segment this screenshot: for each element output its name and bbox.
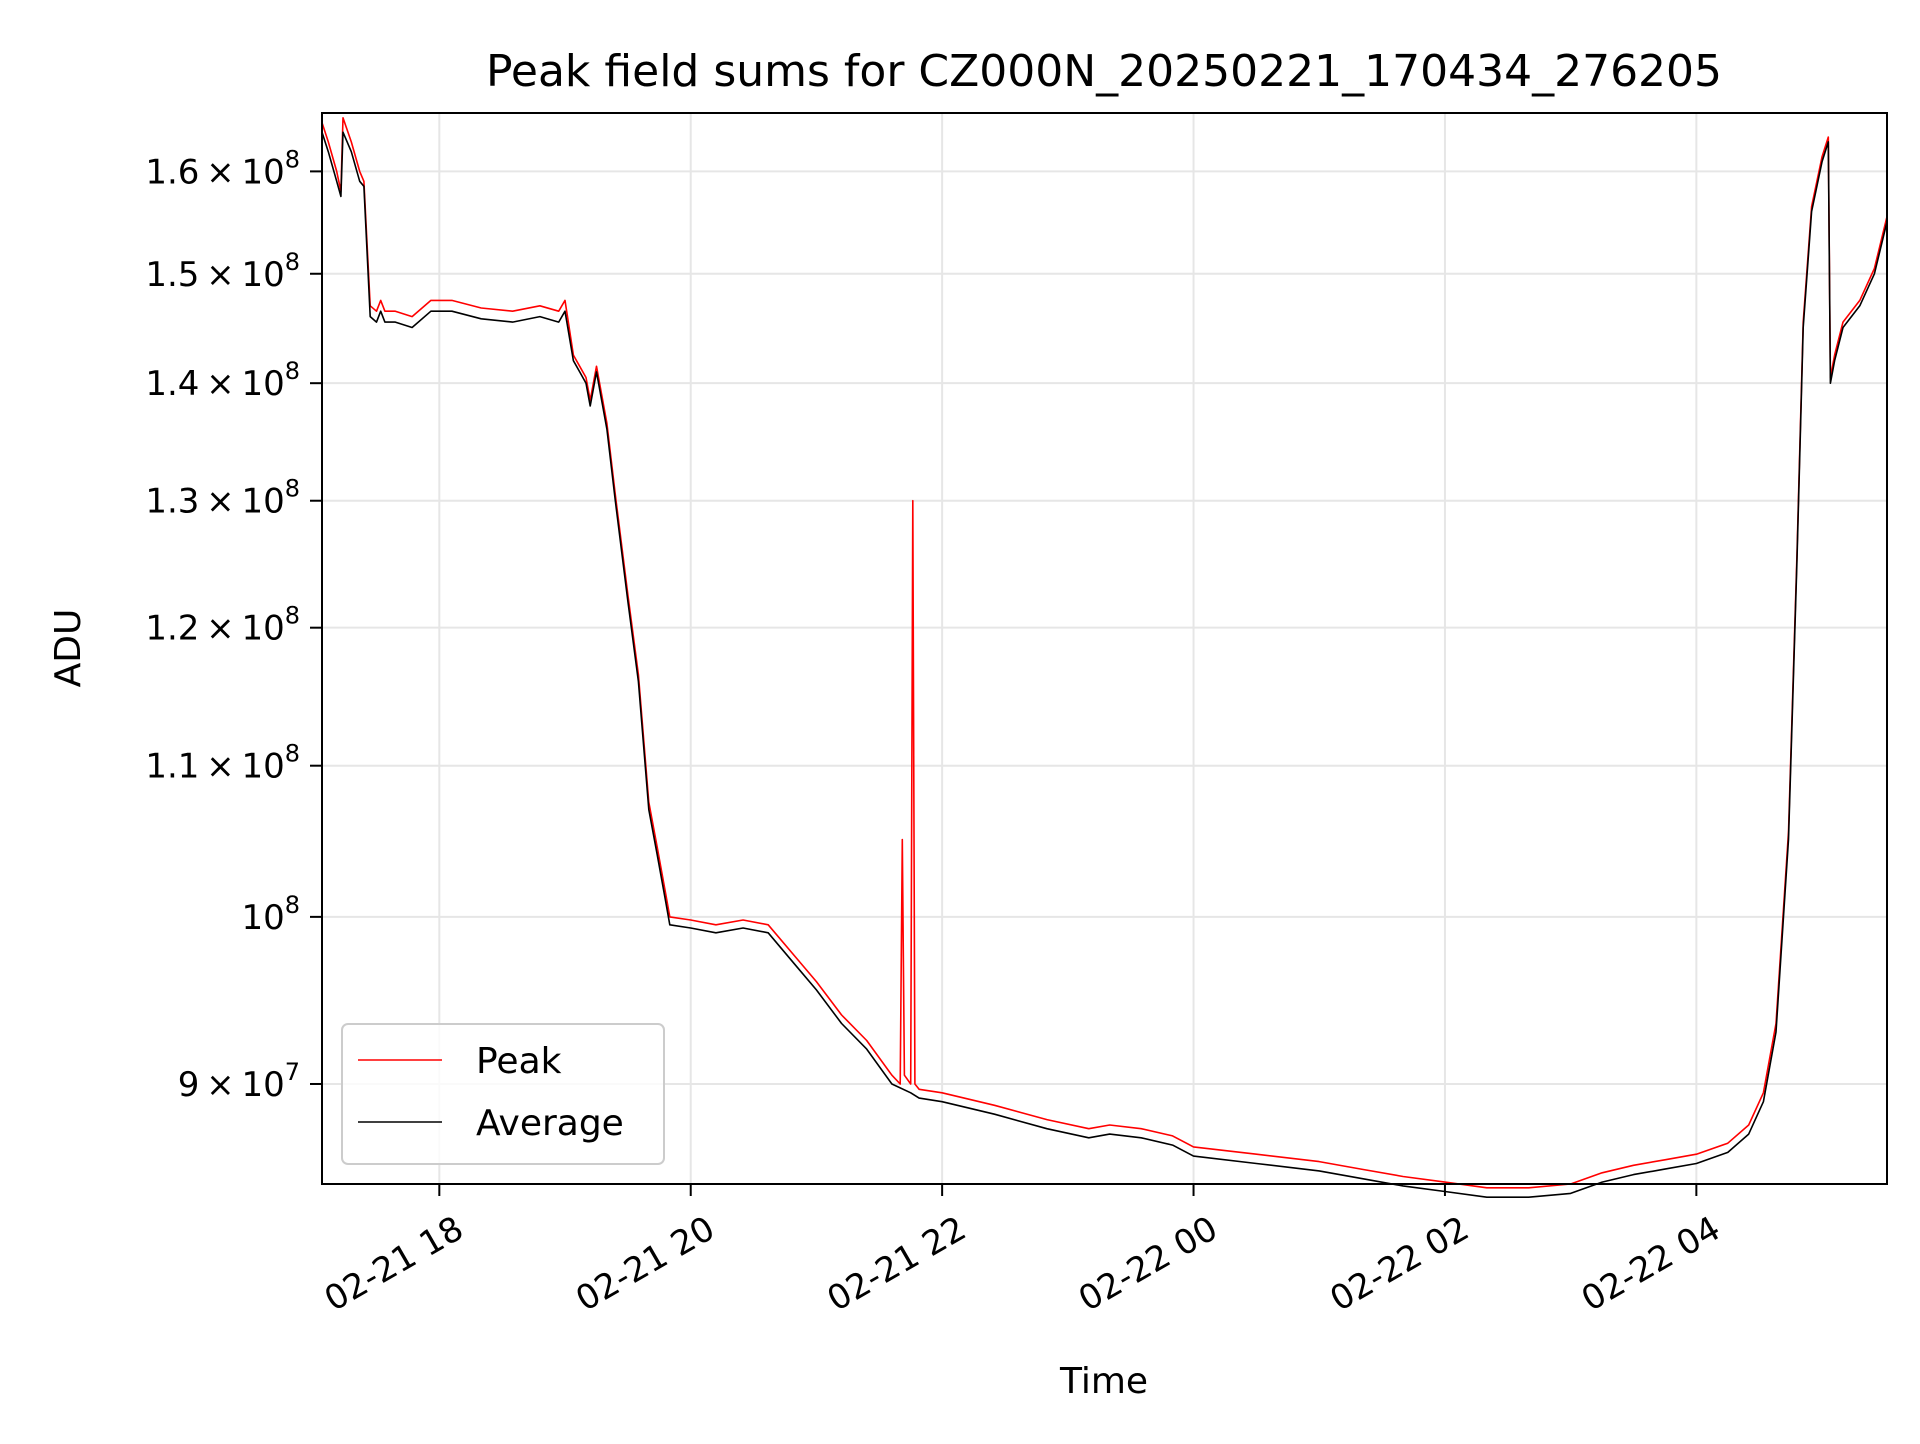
series-line-average: [321, 131, 1888, 1198]
x-axis-label: Time: [1059, 1361, 1148, 1402]
series-line-peak: [321, 117, 1888, 1189]
y-axis-label: ADU: [48, 609, 89, 688]
y-tick-label: 1.3 × 108: [145, 475, 300, 522]
y-tick-label: 1.2 × 108: [145, 602, 300, 649]
y-tick-label: 9 × 107: [178, 1058, 300, 1105]
y-tick-label: 1.1 × 108: [145, 740, 300, 787]
legend: Peak Average: [341, 1023, 665, 1165]
y-tick-label: 1.6 × 108: [145, 145, 300, 192]
grid-lines: [322, 113, 1887, 1184]
legend-label-peak: Peak: [476, 1041, 562, 1082]
y-tick-label: 1.5 × 108: [145, 248, 300, 295]
y-tick-label: 1.4 × 108: [145, 357, 300, 404]
series-lines: [321, 117, 1888, 1198]
y-tick-label: 108: [241, 891, 300, 938]
plot-area-frame: [321, 112, 1888, 1185]
legend-box: [341, 1023, 665, 1165]
chart-title: Peak field sums for CZ000N_20250221_1704…: [486, 46, 1722, 97]
legend-label-average: Average: [476, 1103, 624, 1144]
